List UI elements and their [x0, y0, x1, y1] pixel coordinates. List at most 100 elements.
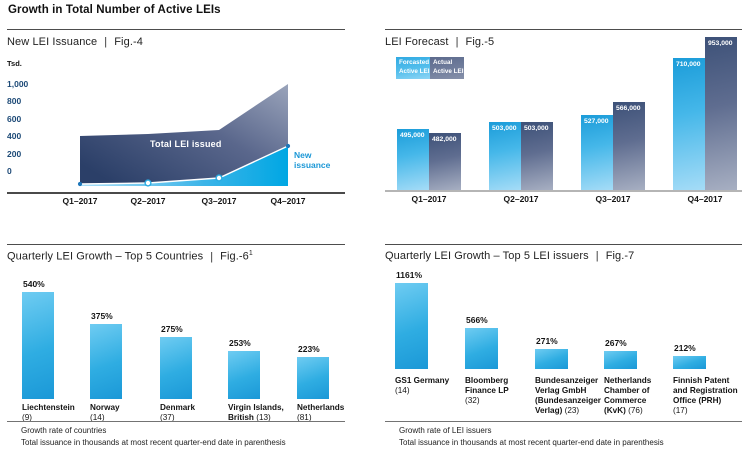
bar-percent-label: 212% [674, 343, 696, 353]
lei-forecast-chart: Forcasted Active LEI Actual Active LEI 4… [385, 37, 742, 209]
growth-bar-4 [604, 351, 637, 369]
bar-percent-label: 275% [161, 324, 183, 334]
separator: | [595, 250, 599, 262]
growth-bar-3 [160, 337, 192, 399]
label-line: Virgin Islands, [228, 403, 294, 413]
new-issuance-label: New issuance [294, 150, 330, 170]
legend-actual-active-lei: Actual Active LEI [430, 57, 464, 79]
entity-name: Liechtenstein [22, 403, 75, 412]
label-line: Office (PRH) [673, 396, 743, 406]
label-line: Denmark [160, 403, 226, 413]
page-title: Growth in Total Number of Active LEIs [8, 4, 221, 16]
bar-percent-label: 253% [229, 338, 251, 348]
bar-percent-label: 375% [91, 311, 113, 321]
total-lei-issued-label: Total LEI issued [150, 139, 222, 149]
fig5-fig-label: Fig.-5 [465, 36, 495, 48]
bar-percent-label: 540% [23, 279, 45, 289]
entity-count: (14) [395, 386, 410, 395]
bar-value-label: 710,000 [676, 61, 701, 68]
marker-Q1–2017 [77, 181, 83, 187]
bar-category-label: Bloomberg Finance LP (32) [465, 376, 535, 406]
bar-category-label: Finnish Patent and Registration Office (PR… [673, 376, 743, 416]
label-line: Liechtenstein [22, 403, 88, 413]
bar-percent-label: 223% [298, 344, 320, 354]
label-line: Bundesanzeiger [535, 376, 605, 386]
bar-category-label: Netherlands (81) [297, 403, 363, 423]
y-tick-label: 1,000 [7, 78, 29, 89]
label-line: British (13) [228, 413, 294, 423]
divider-top-left [7, 29, 345, 30]
issuance-area-plot [77, 84, 291, 187]
bar-value-label: 527,000 [584, 118, 609, 125]
y-tick-label: 200 [7, 148, 22, 159]
fig5-title-text: LEI Forecast [385, 36, 449, 48]
label-line: Verlag) (23) [535, 406, 605, 416]
fig7-footnote-1: Growth rate of LEI issuers [399, 426, 492, 435]
y-tick-label: 600 [7, 113, 22, 124]
bar-category-label: GS1 Germany (14) [395, 376, 465, 396]
y-tick-label: 800 [7, 96, 22, 106]
fig4-title: New LEI Issuance | Fig.-4 [7, 36, 143, 48]
bar-category-label: Netherlands Chamber of Commerce (KvK) (76) [604, 376, 674, 416]
bar-value-label: 495,000 [400, 132, 425, 139]
entity-count: (9) [22, 413, 33, 422]
label-line: (KvK) (76) [604, 406, 674, 416]
separator: | [104, 36, 108, 48]
entity-name: Denmark [160, 403, 196, 412]
x-tick-label: Q2–2017 [130, 196, 166, 206]
label-line: Netherlands [297, 403, 363, 413]
divider-bottom-right [385, 244, 742, 245]
label-line: Bloomberg [465, 376, 535, 386]
entity-name: Norway [90, 403, 120, 412]
entity-count: (81) [297, 413, 312, 422]
bar-category-label: Liechtenstein (9) [22, 403, 88, 423]
growth-bar-2 [90, 324, 122, 399]
actual-bar-Q4–2017: 953,000 [705, 37, 737, 190]
x-axis-line [385, 190, 742, 192]
growth-bar-1 [395, 283, 428, 369]
entity-name: and Registration [673, 386, 738, 395]
x-tick-label: Q4–2017 [270, 196, 306, 206]
label-line: Chamber of [604, 386, 674, 396]
fig5-title: LEI Forecast | Fig.-5 [385, 36, 494, 48]
label-line: Verlag GmbH [535, 386, 605, 396]
label-line: Finnish Patent [673, 376, 743, 386]
marker-Q2–2017 [144, 179, 152, 187]
legend: Forcasted Active LEI Actual Active LEI [396, 57, 464, 79]
fig6-footnote-marker: 1 [248, 250, 253, 257]
total-lei-issued-area [80, 84, 288, 184]
bar-value-label: 503,000 [524, 125, 549, 132]
new-issuance-label-line: issuance [294, 160, 331, 171]
marker-Q4–2017 [285, 143, 291, 149]
entity-name: Chamber of [604, 386, 650, 395]
separator: | [455, 36, 459, 48]
fig7-title: Quarterly LEI Growth – Top 5 LEI issuers… [385, 250, 634, 262]
bar-percent-label: 566% [466, 315, 488, 325]
actual-bar-Q3–2017: 566,000 [613, 102, 645, 190]
label-line: Netherlands [604, 376, 674, 386]
entity-name: Netherlands [297, 403, 345, 412]
entity-name: Bundesanzeiger [535, 376, 599, 385]
legend-text: Active LEI [433, 67, 464, 75]
divider-top-right [385, 29, 742, 30]
entity-name: (Bundesanzeiger [535, 396, 601, 405]
entity-name: Bloomberg [465, 376, 509, 385]
legend-text: Forcasted [399, 59, 430, 66]
bar-category-label: Bundesanzeiger Verlag GmbH (Bundesanzeiger… [535, 376, 605, 416]
bar-value-label: 953,000 [708, 40, 733, 47]
fig7-footnote-2: Total issuance in thousands at most rece… [399, 438, 664, 447]
fig6-footnote-1: Growth rate of countries [21, 426, 107, 435]
entity-name: Finance LP [465, 386, 509, 395]
actual-bar-Q2–2017: 503,000 [521, 122, 553, 190]
growth-bar-4 [228, 351, 260, 399]
entity-count: (32) [465, 396, 480, 405]
bar-category-label: Virgin Islands, British (13) [228, 403, 294, 423]
bar-value-label: 482,000 [432, 136, 457, 143]
footer-divider-right [385, 421, 742, 422]
entity-name: Netherlands [604, 376, 652, 385]
top5-issuers-chart: 1161% GS1 Germany (14) 566% Bloomberg Finance… [385, 265, 742, 420]
growth-bar-5 [297, 357, 329, 399]
entity-name: Commerce [604, 396, 647, 405]
entity-name: Verlag GmbH [535, 386, 587, 395]
